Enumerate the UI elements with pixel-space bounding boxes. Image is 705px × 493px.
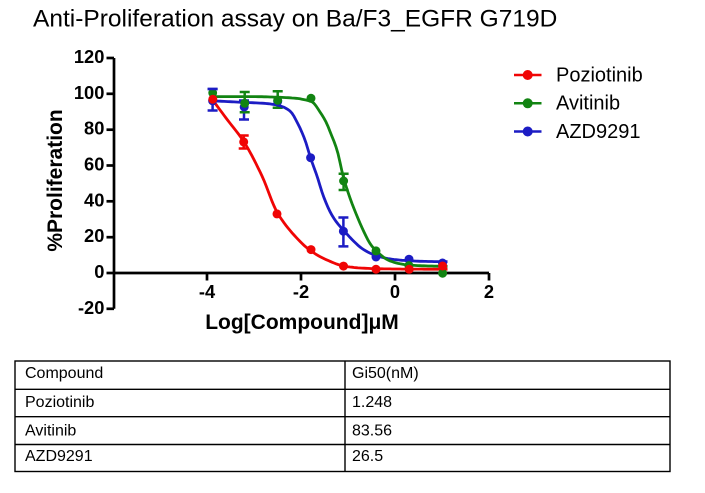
svg-text:40: 40	[84, 189, 104, 210]
svg-text:0: 0	[94, 261, 104, 282]
svg-text:Poziotinib: Poziotinib	[25, 394, 94, 411]
svg-text:20: 20	[84, 225, 104, 246]
svg-text:Avitinib: Avitinib	[25, 422, 76, 439]
svg-text:Avitinib: Avitinib	[556, 93, 620, 115]
svg-text:Poziotinib: Poziotinib	[556, 64, 643, 86]
svg-text:83.56: 83.56	[352, 422, 392, 439]
svg-text:Log[Compound]μM: Log[Compound]μM	[205, 311, 399, 334]
svg-text:1.248: 1.248	[352, 394, 392, 411]
svg-text:Gi50(nM): Gi50(nM)	[352, 365, 419, 382]
svg-text:-2: -2	[293, 281, 309, 302]
svg-text:AZD9291: AZD9291	[556, 121, 641, 143]
svg-text:120: 120	[74, 46, 105, 67]
svg-text:-4: -4	[199, 281, 216, 302]
svg-text:0: 0	[390, 281, 400, 302]
svg-text:2: 2	[484, 281, 494, 302]
svg-text:Anti-Proliferation assay on Ba: Anti-Proliferation assay on Ba/F3_EGFR G…	[33, 6, 557, 33]
svg-text:80: 80	[84, 118, 104, 139]
svg-text:Compound: Compound	[25, 365, 103, 382]
svg-text:-20: -20	[78, 297, 104, 318]
svg-text:100: 100	[74, 82, 105, 103]
svg-text:26.5: 26.5	[352, 448, 383, 465]
svg-text:%Proliferation: %Proliferation	[44, 109, 67, 251]
svg-text:60: 60	[84, 154, 104, 175]
svg-text:AZD9291: AZD9291	[25, 448, 93, 465]
